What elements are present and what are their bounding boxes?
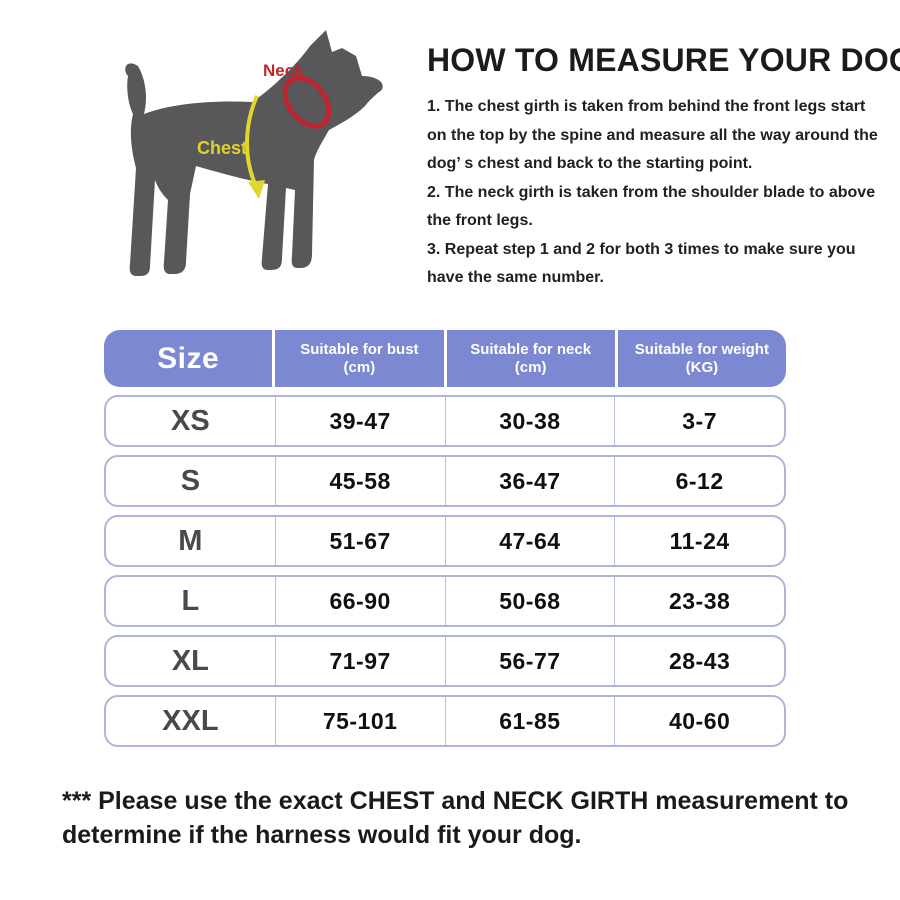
- row-size: L: [181, 584, 200, 617]
- guide-step-1: 1. The chest girth is taken from behind …: [427, 98, 878, 172]
- table-header-row: Size Suitable for bust (cm) Suitable for…: [104, 330, 786, 387]
- chest-label: Chest: [197, 138, 247, 158]
- row-neck: 30-38: [444, 397, 615, 445]
- header-bust: Suitable for bust (cm): [272, 330, 443, 387]
- row-bust: 45-58: [274, 457, 445, 505]
- header-neck: Suitable for neck (cm): [443, 330, 615, 387]
- header-neck-unit: (cm): [514, 358, 547, 376]
- table-row: XXL 75-101 61-85 40-60: [104, 695, 786, 747]
- row-bust: 66-90: [274, 577, 445, 625]
- guide-step-2: 2. The neck girth is taken from the shou…: [427, 183, 876, 230]
- header-bust-unit: (cm): [343, 358, 376, 376]
- row-weight: 23-38: [614, 577, 784, 625]
- row-size: S: [180, 464, 201, 497]
- header-weight-unit: (KG): [685, 358, 719, 376]
- row-bust: 51-67: [274, 517, 445, 565]
- row-neck: 47-64: [444, 517, 615, 565]
- footnote-line-1: *** Please use the exact CHEST and NECK …: [62, 787, 849, 815]
- dog-measurement-illustration: Neck Chest: [100, 18, 420, 308]
- row-bust: 39-47: [274, 397, 445, 445]
- row-weight: 11-24: [614, 517, 784, 565]
- table-row: L 66-90 50-68 23-38: [104, 575, 786, 627]
- dog-silhouette: [125, 30, 383, 276]
- table-row: XL 71-97 56-77 28-43: [104, 635, 786, 687]
- row-size: XS: [171, 404, 210, 437]
- table-row: S 45-58 36-47 6-12: [104, 455, 786, 507]
- header-size: Size: [157, 341, 220, 375]
- measuring-guide: HOW TO MEASURE YOUR DOG 1. The chest gir…: [427, 42, 900, 293]
- neck-label: Neck: [263, 61, 304, 80]
- header-weight: Suitable for weight (KG): [614, 330, 786, 387]
- guide-title: HOW TO MEASURE YOUR DOG: [427, 42, 900, 78]
- row-size: XL: [171, 644, 209, 677]
- row-size: XXL: [162, 704, 219, 737]
- row-bust: 71-97: [274, 637, 445, 685]
- row-weight: 3-7: [614, 397, 784, 445]
- row-weight: 6-12: [614, 457, 784, 505]
- table-row: M 51-67 47-64 11-24: [104, 515, 786, 567]
- footnote-line-2: determine if the harness would fit your …: [62, 821, 582, 849]
- row-weight: 28-43: [614, 637, 784, 685]
- footnote: *** Please use the exact CHEST and NECK …: [62, 784, 848, 852]
- guide-step-3: 3. Repeat step 1 and 2 for both 3 times …: [427, 240, 856, 287]
- row-size: M: [178, 524, 203, 557]
- header-bust-label: Suitable for bust: [300, 340, 419, 358]
- row-neck: 61-85: [444, 697, 615, 745]
- row-neck: 56-77: [444, 637, 615, 685]
- row-neck: 36-47: [444, 457, 615, 505]
- size-chart-table: Size Suitable for bust (cm) Suitable for…: [104, 330, 786, 747]
- dog-silhouette-graphic: Neck Chest: [125, 30, 383, 276]
- table-row: XS 39-47 30-38 3-7: [104, 395, 786, 447]
- header-neck-label: Suitable for neck: [470, 340, 592, 358]
- neck-girth-marker: [282, 75, 332, 129]
- row-bust: 75-101: [274, 697, 445, 745]
- chest-arrowhead-icon: [248, 180, 265, 199]
- row-weight: 40-60: [614, 697, 784, 745]
- header-weight-label: Suitable for weight: [634, 340, 769, 358]
- row-neck: 50-68: [444, 577, 615, 625]
- chest-girth-marker: [245, 95, 259, 187]
